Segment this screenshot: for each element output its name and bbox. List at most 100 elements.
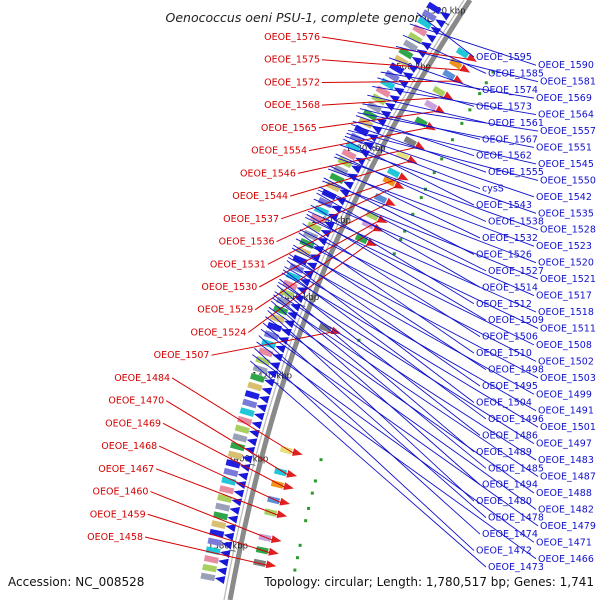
reverse-gene-arrow — [246, 438, 258, 447]
reverse-gene-arrow — [233, 489, 245, 498]
reverse-gene-arrow — [376, 118, 387, 127]
reverse-gene-block — [276, 296, 292, 308]
reverse-gene-arrow — [256, 404, 268, 413]
reverse-gene-arrow — [439, 11, 451, 21]
reverse-gene-label: OEOE_1501 — [540, 422, 596, 433]
reverse-gene-leader — [316, 192, 481, 288]
reverse-gene-label: OEOE_1502 — [538, 356, 594, 367]
feature-tick — [304, 519, 308, 523]
reverse-gene-label: OEOE_1514 — [482, 282, 538, 293]
reverse-gene-block — [358, 116, 374, 129]
accession-text: Accession: NC_008528 — [8, 575, 144, 589]
forward-gene-leader — [280, 177, 401, 220]
forward-gene-label: OEOE_1459 — [90, 509, 146, 520]
reverse-gene-label: OEOE_1585 — [488, 68, 544, 79]
reverse-gene-leader — [329, 165, 481, 239]
reverse-gene-label: OEOE_1543 — [476, 200, 532, 211]
reverse-gene-arrow — [266, 370, 278, 379]
reverse-gene-label: OEOE_1499 — [536, 389, 592, 400]
feature-tick — [307, 506, 311, 510]
reverse-gene-leader — [346, 132, 535, 198]
reverse-gene-arrow — [384, 102, 396, 112]
forward-gene-label: OEOE_1554 — [251, 146, 307, 157]
feature-tick — [411, 212, 415, 216]
forward-gene-leader — [321, 36, 469, 60]
reverse-gene-leader — [278, 281, 535, 444]
reverse-gene-block — [417, 16, 433, 30]
reverse-gene-leader — [359, 108, 481, 140]
reverse-gene-arrow — [411, 56, 423, 66]
forward-gene-leader — [308, 127, 428, 152]
forward-gene-leader — [276, 186, 397, 242]
reverse-gene-block — [398, 47, 414, 60]
reverse-gene-leader — [291, 247, 539, 379]
reverse-gene-label: OEOE_1472 — [476, 546, 532, 557]
forward-gene-block — [424, 99, 438, 111]
reverse-gene-leader — [287, 256, 535, 395]
forward-gene-leader — [211, 331, 333, 356]
reverse-gene-label: OEOE_1473 — [488, 562, 544, 573]
reverse-gene-block — [366, 101, 382, 114]
reverse-gene-leader — [310, 204, 475, 305]
reverse-gene-arrow — [393, 87, 405, 96]
forward-gene-label: OEOE_1565 — [261, 123, 317, 134]
reverse-gene-label: OEOE_1506 — [482, 332, 538, 343]
feature-tick — [478, 92, 482, 96]
feature-tick — [450, 138, 454, 142]
forward-gene-arrow — [283, 482, 294, 490]
reverse-gene-label: OEOE_1567 — [482, 134, 538, 145]
reverse-gene-label: OEOE_1487 — [540, 472, 596, 483]
reverse-gene-block — [421, 9, 437, 22]
forward-gene-label: OEOE_1568 — [264, 100, 320, 111]
reverse-gene-leader — [351, 123, 487, 173]
forward-gene-arrow — [459, 64, 471, 73]
reverse-gene-label: OEOE_1523 — [536, 241, 592, 252]
reverse-gene-arrow — [389, 95, 400, 104]
reverse-gene-leader — [322, 180, 537, 264]
reverse-gene-arrow — [249, 429, 260, 438]
reverse-gene-label: OEOE_1482 — [538, 504, 594, 515]
reverse-gene-block — [223, 467, 239, 478]
reverse-gene-label: OEOE_1550 — [540, 175, 596, 186]
reverse-gene-block — [209, 528, 225, 538]
reverse-gene-block — [242, 398, 258, 409]
feature-tick — [491, 70, 495, 74]
reverse-gene-label: OEOE_1489 — [476, 447, 532, 458]
reverse-gene-label: OEOE_1474 — [482, 529, 538, 540]
reverse-gene-leader — [268, 306, 535, 494]
reverse-gene-label: OEOE_1466 — [538, 554, 594, 565]
reverse-gene-block — [205, 546, 221, 556]
reverse-gene-label: OEOE_1573 — [476, 101, 532, 112]
reverse-gene-leader — [299, 229, 535, 346]
reverse-gene-block — [215, 502, 231, 512]
reverse-gene-arrow — [229, 507, 241, 515]
forward-gene-leader — [289, 160, 410, 197]
reverse-gene-leader — [258, 335, 481, 535]
reverse-gene-label: OEOE_1520 — [538, 258, 594, 269]
feature-tick — [293, 568, 297, 572]
reverse-gene-leader — [284, 266, 537, 412]
reverse-gene-leader — [286, 260, 475, 403]
reverse-gene-leader — [282, 269, 487, 420]
reverse-gene-label: OEOE_1509 — [488, 315, 544, 326]
reverse-gene-arrow — [425, 34, 437, 43]
forward-gene-label: OEOE_1572 — [264, 77, 320, 88]
reverse-gene-leader — [395, 46, 539, 83]
forward-gene-labels: OEOE_1576 OEOE_1575 OEOE_1572 OEOE_1568 OEOE… — [87, 32, 469, 566]
reverse-gene-arrow — [261, 387, 273, 396]
reverse-gene-arrow — [251, 421, 263, 430]
reverse-gene-label: OEOE_1551 — [536, 142, 592, 153]
kbp-label: 1480 kbp — [346, 144, 386, 154]
reverse-gene-arrow — [303, 270, 314, 279]
feature-tick — [357, 338, 361, 342]
forward-gene-block — [395, 150, 410, 162]
kbp-label: 1420 kbp — [252, 371, 292, 381]
feature-tick — [295, 556, 299, 560]
reverse-gene-arrow — [223, 532, 235, 541]
feature-tick — [460, 121, 464, 125]
reverse-gene-block — [393, 54, 409, 68]
reverse-gene-arrow — [316, 238, 328, 246]
reverse-gene-block — [266, 321, 283, 333]
reverse-gene-label: cysS — [482, 184, 504, 195]
